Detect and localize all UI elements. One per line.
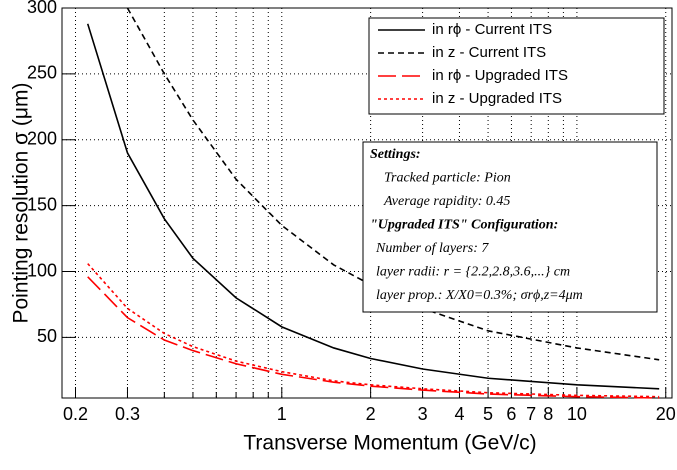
settings-line: Average rapidity: 0.45 xyxy=(383,194,510,209)
y-tick-label: 300 xyxy=(27,0,57,17)
series-line xyxy=(87,276,660,399)
x-tick-label: 5 xyxy=(483,404,493,424)
legend-label: in rϕ - Upgraded ITS xyxy=(432,67,568,84)
y-tick-label: 150 xyxy=(27,194,57,214)
y-tick-label: 50 xyxy=(37,326,57,346)
series-line xyxy=(86,23,660,390)
x-tick-label: 0.3 xyxy=(115,404,140,424)
x-tick-label: 3 xyxy=(418,404,428,424)
settings-line: "Upgraded ITS" Configuration: xyxy=(370,218,558,233)
x-tick-label: 6 xyxy=(506,404,516,424)
y-tick-label: 200 xyxy=(27,129,57,149)
settings-line: Tracked particle: Pion xyxy=(384,171,511,186)
x-tick-label: 4 xyxy=(454,404,464,424)
legend-label: in rϕ - Current ITS xyxy=(432,21,552,38)
x-tick-label: 7 xyxy=(526,404,536,424)
settings-line: layer radii: r = {2.2,2.8,3.6,...} cm xyxy=(376,265,570,280)
x-tick-label: 2 xyxy=(366,404,376,424)
y-axis-label: Pointing resolution σ (μm) xyxy=(10,83,33,324)
x-tick-label: 20 xyxy=(656,404,676,424)
settings-line: layer prop.: X/X0=0.3%; σrϕ,z=4μm xyxy=(376,288,583,303)
x-tick-label: 1 xyxy=(277,404,287,424)
settings-line: Settings: xyxy=(370,147,421,162)
legend-label: in z - Current ITS xyxy=(432,44,546,61)
legend-box xyxy=(368,17,665,115)
settings-line: Number of layers: 7 xyxy=(375,241,489,256)
x-tick-label: 8 xyxy=(543,404,553,424)
legend-label: in z - Upgraded ITS xyxy=(432,90,562,107)
series-line xyxy=(87,263,660,398)
y-tick-label: 100 xyxy=(27,260,57,280)
y-tick-label: 250 xyxy=(27,63,57,83)
x-tick-label: 10 xyxy=(567,404,587,424)
x-tick-label: 0.2 xyxy=(63,404,88,424)
x-axis-label: Transverse Momentum (GeV/c) xyxy=(243,432,536,455)
series-line xyxy=(126,7,660,361)
settings-box xyxy=(362,141,658,313)
